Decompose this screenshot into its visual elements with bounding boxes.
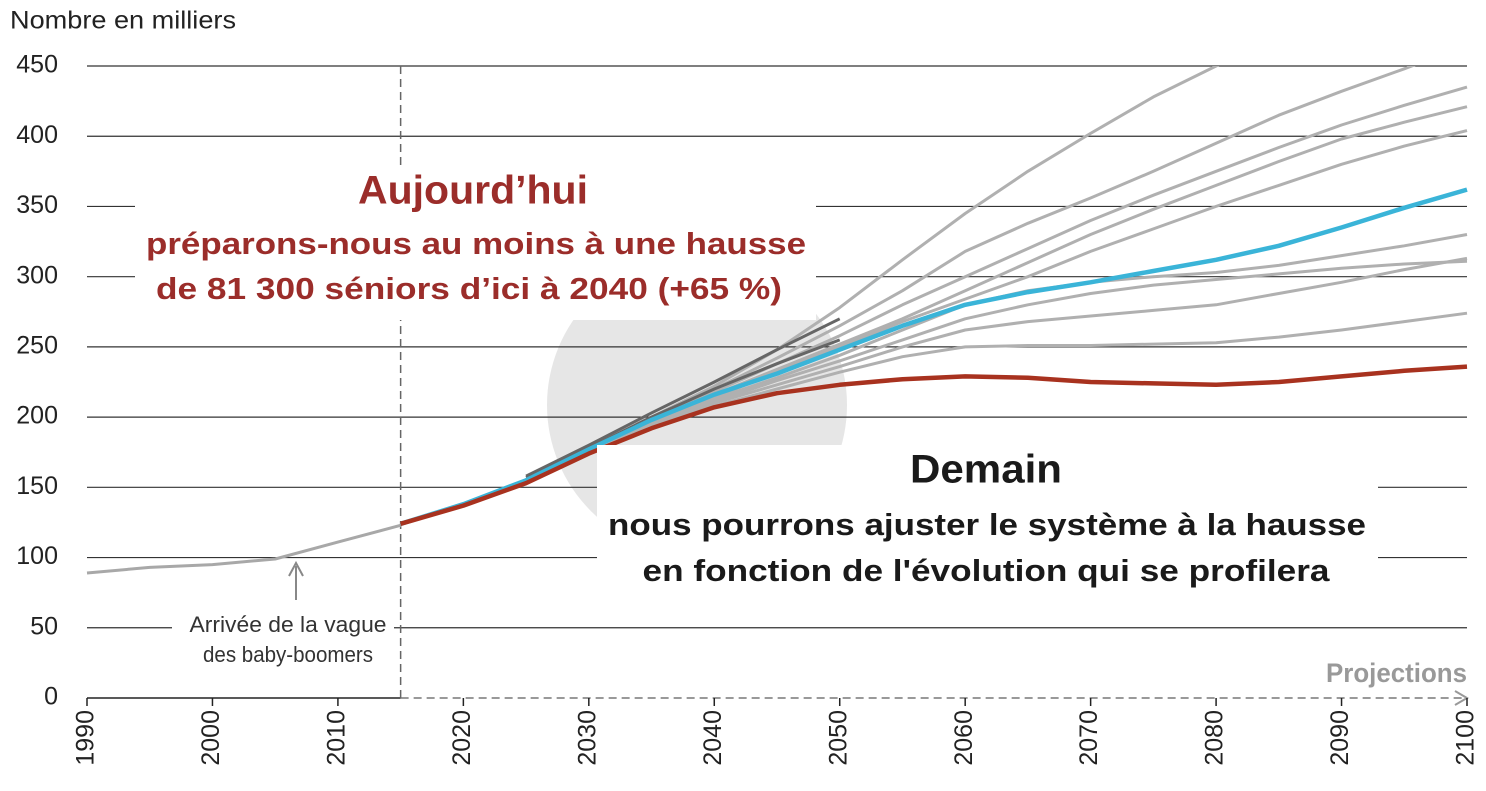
x-tick-label: 2000 — [197, 710, 225, 766]
annotation-text: en fonction de l'évolution qui se profil… — [643, 553, 1331, 588]
x-tick-label: 2100 — [1452, 710, 1480, 766]
series-line — [399, 364, 1468, 526]
x-tick-label: 2050 — [824, 710, 852, 766]
x-tick-label: 2040 — [699, 710, 727, 766]
annotation-text: Arrivée de la vague — [190, 612, 387, 637]
annotation-text: préparons-nous au moins à une hausse — [146, 226, 806, 261]
projections-label: Projections — [1326, 658, 1467, 688]
y-tick-label: 300 — [16, 261, 58, 289]
x-tick-label: 2080 — [1201, 710, 1229, 766]
annotation-title: Aujourd’hui — [358, 169, 588, 213]
y-tick-label: 0 — [44, 683, 58, 711]
x-tick-label: 2090 — [1326, 710, 1354, 766]
annotation-text: des baby-boomers — [203, 642, 373, 667]
annotation-bg — [597, 445, 1378, 600]
x-tick-label: 2060 — [950, 710, 978, 766]
annotation-title: Demain — [910, 448, 1062, 492]
x-tick-label: 2030 — [573, 710, 601, 766]
x-tick-label: 2010 — [323, 710, 351, 766]
series-line — [525, 317, 841, 478]
y-tick-label: 400 — [16, 121, 58, 149]
x-tick-label: 2020 — [448, 710, 476, 766]
y-tick-label: 350 — [16, 191, 58, 219]
y-tick-label: 50 — [30, 612, 58, 640]
y-tick-label: 150 — [16, 472, 58, 500]
series-line — [399, 187, 1468, 526]
x-tick-label: 2070 — [1075, 710, 1103, 766]
y-tick-label: 250 — [16, 331, 58, 359]
annotation-bg — [135, 165, 816, 320]
y-tick-label: 200 — [16, 402, 58, 430]
y-tick-label: 100 — [16, 542, 58, 570]
boomers-arrowhead — [288, 560, 304, 577]
y-axis-label: Nombre en milliers — [10, 7, 236, 35]
annotation-bg — [172, 608, 394, 670]
annotation-text: de 81 300 séniors d’ici à 2040 (+65 %) — [156, 271, 782, 306]
annotation-text: nous pourrons ajuster le système à la ha… — [608, 507, 1366, 542]
y-tick-label: 450 — [16, 51, 58, 79]
x-tick-label: 1990 — [72, 710, 100, 766]
series-line — [86, 523, 401, 575]
